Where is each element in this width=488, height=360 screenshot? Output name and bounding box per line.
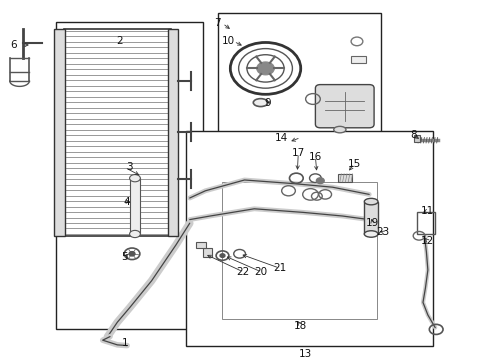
Text: 11: 11 [420,206,434,216]
Bar [217,13,381,137]
Bar [338,174,351,182]
Text: 6: 6 [10,40,17,50]
Circle shape [316,178,324,184]
Text: 17: 17 [291,148,305,158]
Text: 2: 2 [116,36,123,46]
Ellipse shape [253,99,267,107]
Ellipse shape [129,230,140,238]
Circle shape [220,254,224,257]
Text: 20: 20 [254,267,267,277]
Text: 16: 16 [308,152,322,162]
Text: 9: 9 [264,98,271,108]
Text: 7: 7 [214,18,221,28]
Text: 8: 8 [409,130,416,140]
Text: 21: 21 [272,263,286,273]
Text: 12: 12 [420,236,434,246]
Ellipse shape [364,231,377,237]
Ellipse shape [333,126,346,133]
Bar [416,212,434,234]
Bar [167,29,178,236]
Bar [350,56,365,63]
Text: 1: 1 [121,338,128,348]
Bar [364,202,377,234]
Bar [54,29,64,236]
Bar [63,29,171,236]
Bar [413,135,419,142]
Text: 22: 22 [236,267,249,277]
Ellipse shape [364,198,377,205]
Text: 4: 4 [123,197,130,207]
Text: 13: 13 [298,348,312,359]
Ellipse shape [129,175,140,182]
Bar [203,248,211,257]
FancyBboxPatch shape [315,85,373,128]
Text: 10: 10 [222,36,235,46]
Text: 23: 23 [375,227,389,237]
Text: 3: 3 [126,162,133,172]
Bar [222,182,376,319]
Text: 14: 14 [274,132,287,143]
Text: 5: 5 [121,252,128,262]
Bar [195,242,206,248]
Text: 18: 18 [293,321,307,331]
Circle shape [256,62,274,75]
Text: 19: 19 [365,218,379,228]
Bar [129,178,140,234]
Text: 15: 15 [347,159,361,169]
Bar [185,131,432,346]
Bar [56,22,203,329]
Circle shape [129,252,135,256]
